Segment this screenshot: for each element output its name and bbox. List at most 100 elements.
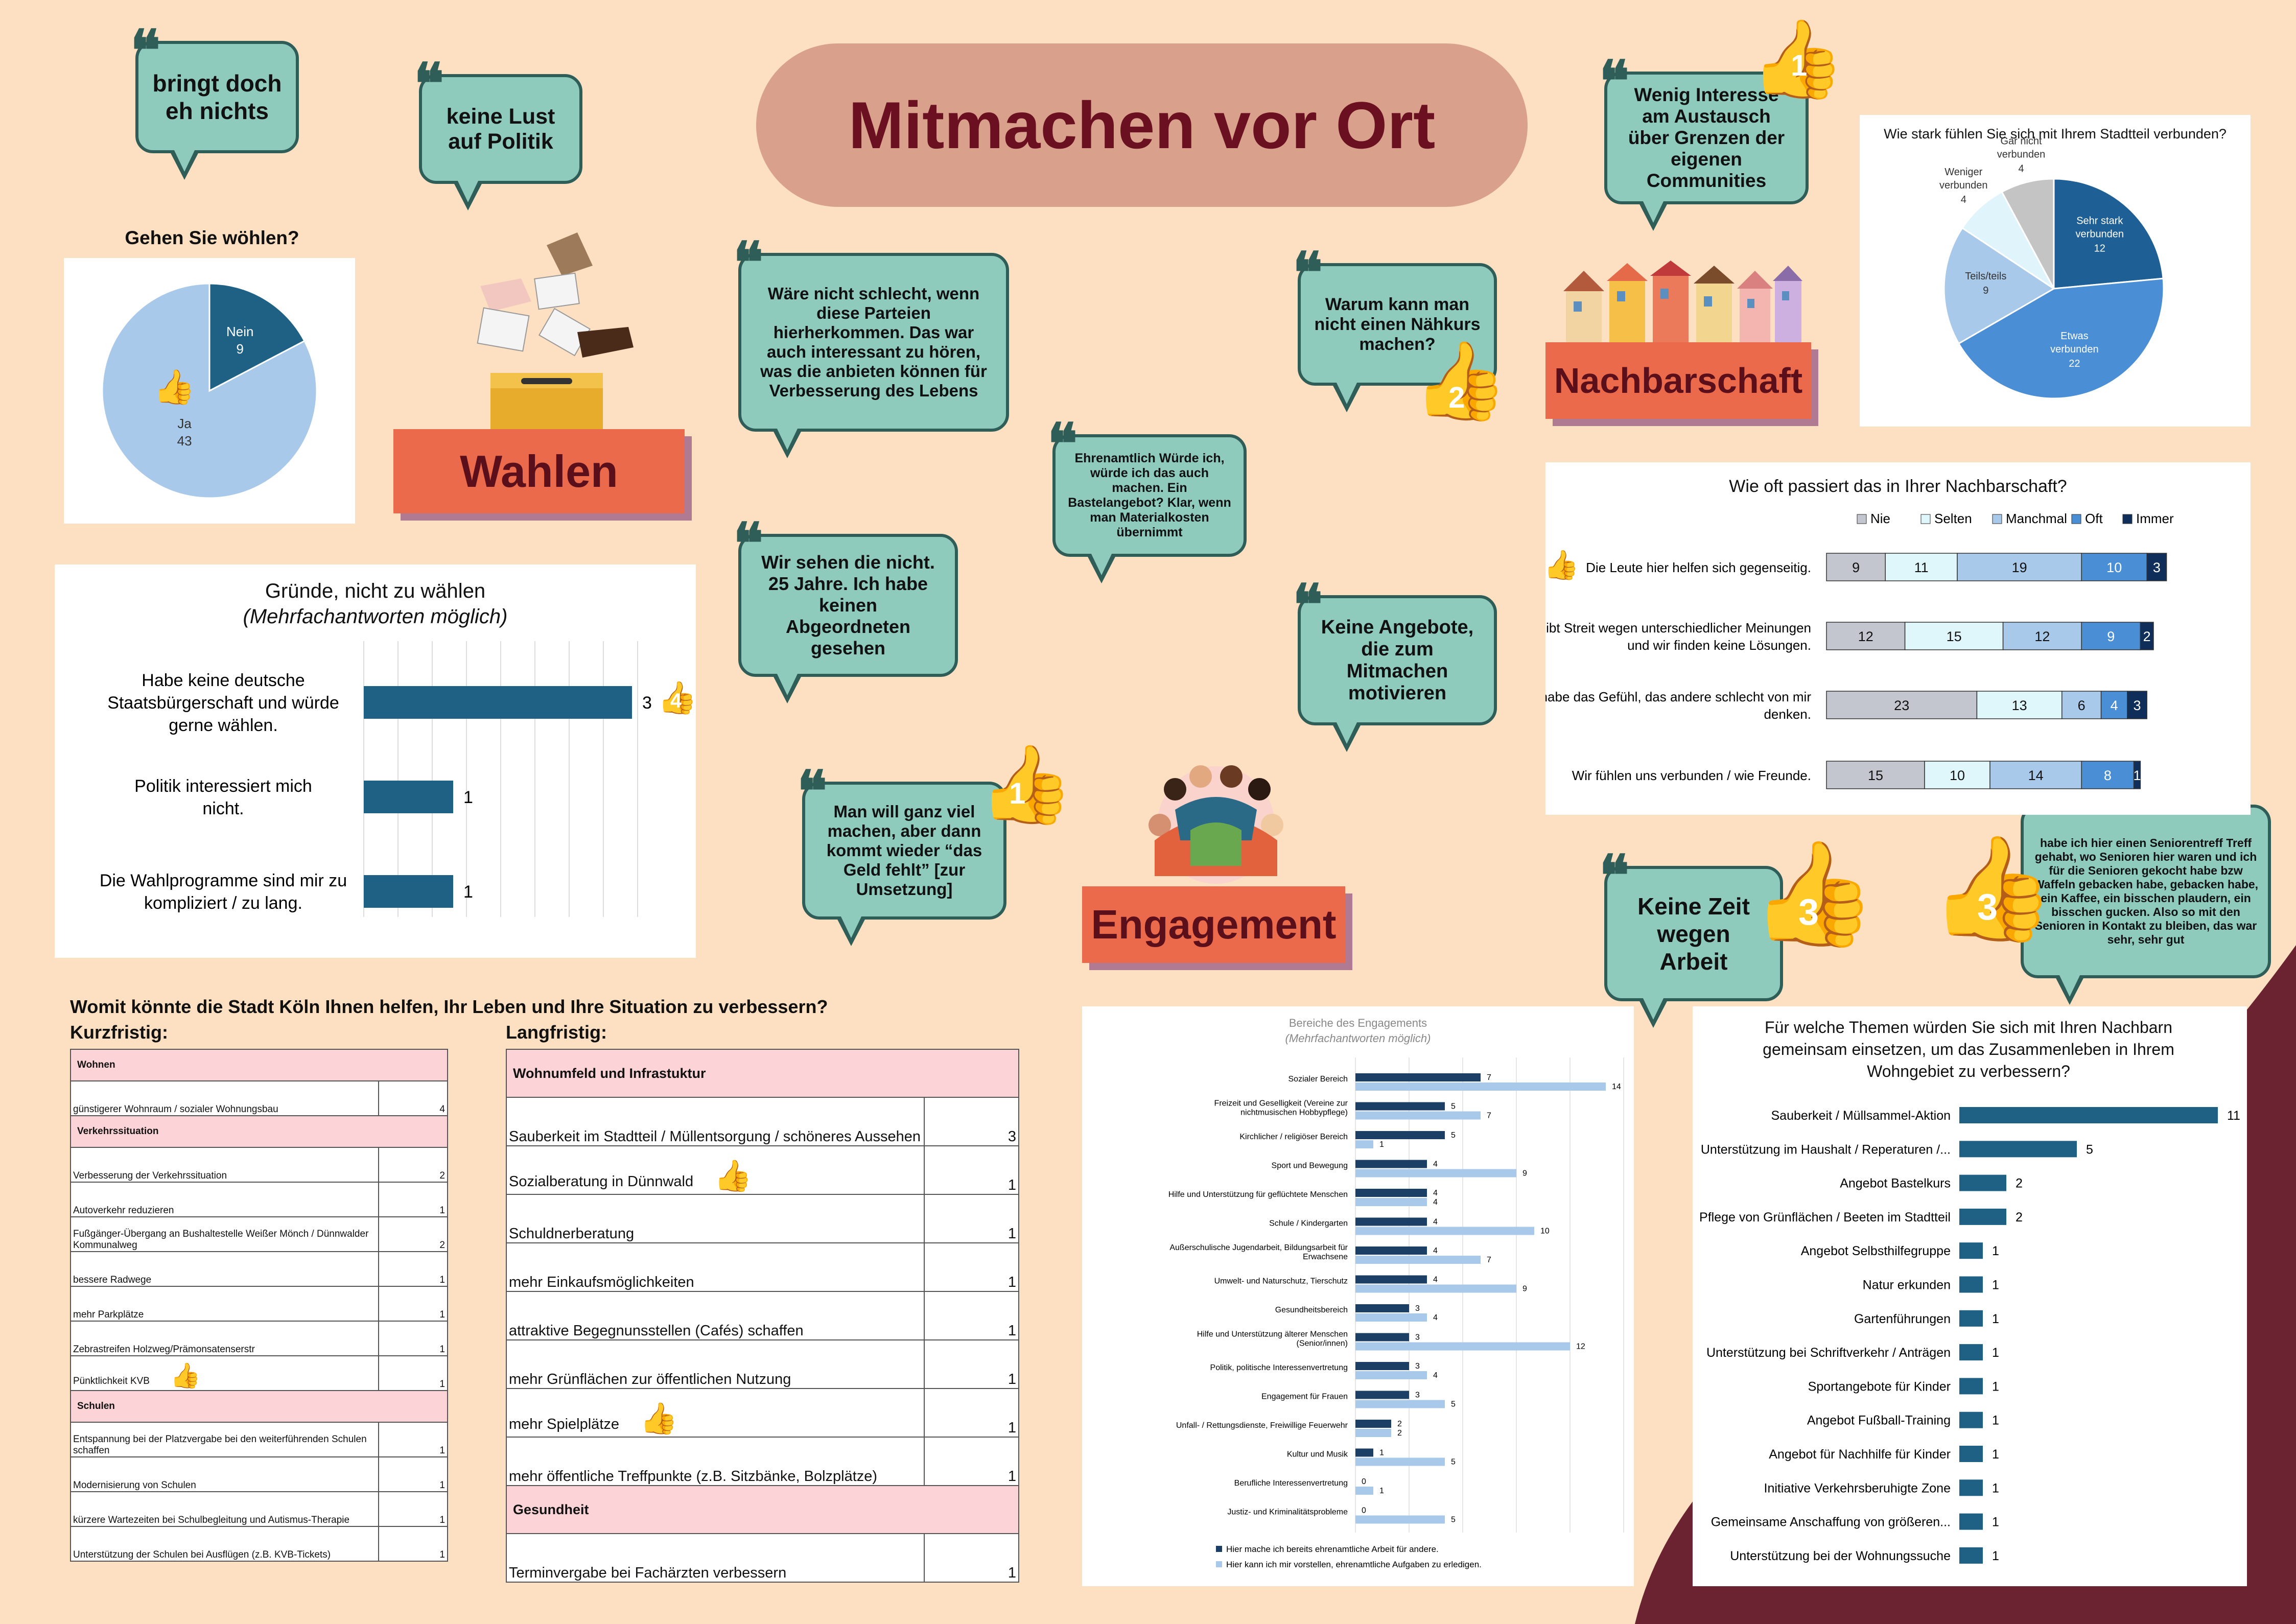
table-row: Schuldnerberatung 1 [506, 1194, 1019, 1243]
category-label: Freizeit und Geselligkeit (Vereine zur ni… [1214, 1099, 1348, 1117]
thumb-count: 1 [1791, 49, 1808, 82]
quote-text: Wenig Interesse am Austausch über Grenze… [1628, 84, 1785, 191]
data-label: 4 [1433, 1218, 1438, 1227]
category-label: Gartenführungen [1854, 1312, 1951, 1326]
data-label: 5 [1451, 1102, 1456, 1111]
bar [1355, 1420, 1391, 1428]
bar [1355, 1448, 1373, 1457]
category-label: Die Leute hier helfen sich gegenseitig. [1586, 560, 1811, 575]
bar [1355, 1313, 1427, 1322]
engagement-subtitle: (Mehrfachantworten möglich) [1285, 1032, 1431, 1045]
row-label: mehr Einkaufsmöglichkeiten [509, 1274, 694, 1290]
bar-segment [1826, 691, 1978, 719]
category-label: Pflege von Grünflächen / Beeten im Stadt… [1699, 1210, 1951, 1225]
bar [1355, 1333, 1409, 1341]
table-row: Sauberkeit im Stadtteil / Müllentsorgung… [506, 1097, 1019, 1146]
nachbarschaft-chart: Nie Selten Manchmal Oft Immer Die Leute hier … [1519, 511, 2174, 789]
data-label: 1 [463, 788, 473, 807]
legend-swatch [1216, 1546, 1222, 1552]
row-text: Autoverkehr reduzieren [70, 1182, 379, 1217]
data-label: 1 [1379, 1449, 1384, 1457]
help-kurz-table: Wohnen günstigerer Wohnraum / sozialer Wo… [70, 1049, 448, 1562]
pie-slice [208, 283, 306, 392]
quote-bubble: ❝ bringt doch eh nichts [130, 22, 299, 180]
data-label: 11 [2227, 1109, 2240, 1123]
verbunden-chart: Sehr stark verbunden 12 Etwas verbunden 22 Tei… [1939, 136, 2165, 399]
data-label: 4 [2111, 698, 2118, 713]
category-label: Es gibt Streit wegen unterschiedlicher M… [1545, 620, 1811, 653]
slice-label: Teils/teils [1965, 271, 2006, 282]
data-label: 0 [1362, 1477, 1366, 1486]
pie-slice [2001, 178, 2055, 289]
row-count: 1 [924, 1194, 1019, 1243]
bar [1959, 1378, 1983, 1395]
data-label: 1 [1992, 1312, 1999, 1326]
data-label: 13 [2012, 698, 2027, 713]
row-label: Schuldnerberatung [509, 1226, 635, 1242]
data-label: 4 [1433, 1313, 1438, 1322]
data-label: 8 [2104, 768, 2112, 783]
bar [1355, 1198, 1427, 1206]
thumb-count: 4 [670, 690, 682, 712]
row-text: bessere Radwege [70, 1251, 379, 1287]
bar [1355, 1227, 1534, 1235]
bar [1959, 1446, 1983, 1462]
quote-text: Keine Angebote, die zum Mitmachen motivi… [1321, 616, 1474, 704]
bar-segment [2140, 622, 2154, 650]
data-label: 0 [1362, 1507, 1366, 1515]
quote-text: Wir sehen die nicht. 25 Jahre. Ich habe … [761, 552, 935, 658]
quote-text: keine Lust auf Politik [446, 104, 555, 154]
quote-bubble: ❝ Wäre nicht schlecht, wenn diese Parteie… [733, 234, 1009, 458]
category-label: Angebot Fußball-Training [1807, 1414, 1951, 1428]
row-label: Sozialberatung in Dünnwald [509, 1173, 694, 1190]
data-label: 3 [1415, 1333, 1420, 1342]
bar [1355, 1457, 1445, 1466]
category-label: Berufliche Interessenvertretung [1234, 1479, 1348, 1488]
bar [1959, 1513, 1983, 1530]
bar [1355, 1304, 1409, 1312]
row-text: Sozialberatung in Dünnwald 👍 [506, 1145, 925, 1195]
legend-swatch [1920, 514, 1931, 524]
thumbs-up-icon: 👍 [1413, 338, 1508, 423]
quote-text: Wäre nicht schlecht, wenn diese Parteien… [760, 284, 987, 400]
bar-segment [1924, 761, 1990, 789]
bar [1959, 1141, 2077, 1158]
row-text: günstigerer Wohnraum / sozialer Wohnungs… [70, 1080, 379, 1116]
row-label: Unterstützung der Schulen bei Ausflügen … [73, 1549, 331, 1560]
category-label: Politik, politische Interessenvertretung [1210, 1363, 1348, 1372]
bar [1355, 1217, 1427, 1226]
engagement-title: Bereiche des Engagements [1288, 1017, 1427, 1029]
slice-value: 4 [1961, 194, 1966, 205]
row-count: 1 [924, 1339, 1019, 1389]
row-text: Unterstützung der Schulen bei Ausflügen … [70, 1526, 379, 1562]
data-label: 1 [1379, 1140, 1384, 1149]
data-label: 3 [1415, 1362, 1420, 1371]
themen-chart: Sauberkeit / Müllsammel-Aktion 11Unterstü… [1699, 1107, 2240, 1564]
table-header-row: Wohnumfeld und Infrastuktur [506, 1049, 1019, 1098]
nachbarschaft-panel: Wie oft passiert das in Ihrer Nachbarsch… [1519, 462, 2251, 815]
category-label: Die Wahlprogramme sind mir zu kompliziert… [100, 871, 347, 913]
bar [364, 686, 632, 719]
table-row: Terminvergabe bei Fachärzten verbessern 1 [506, 1533, 1019, 1583]
bar-segment [1976, 691, 2063, 719]
themen-title: Für welche Themen würden Sie sich mit Ih… [1763, 1018, 2174, 1081]
table-row: Modernisierung von Schulen 1 [70, 1456, 448, 1492]
category-label: Angebot für Nachhilfe für Kinder [1769, 1447, 1951, 1462]
section-header: Wohnen [70, 1049, 448, 1081]
data-label: 1 [1992, 1244, 1999, 1258]
row-label: Modernisierung von Schulen [73, 1480, 196, 1491]
category-label: Habe keine deutsche Staatsbürgerschaft un… [107, 671, 339, 735]
table-row: Sozialberatung in Dünnwald 👍 1 [506, 1145, 1019, 1195]
thumbs-up-icon: 👍 [640, 1401, 678, 1435]
category-label: Engagement für Frauen [1261, 1393, 1348, 1401]
nachbarschaft-title: Wie oft passiert das in Ihrer Nachbarsch… [1729, 477, 2067, 496]
legend-label: Hier mache ich bereits ehrenamtliche Arb… [1226, 1544, 1439, 1554]
legend-swatch [2071, 514, 2081, 524]
data-label: 10 [2106, 560, 2122, 575]
bar [1355, 1256, 1481, 1264]
bar-segment [1989, 761, 2082, 789]
bar [1355, 1284, 1516, 1293]
community-illustration [1149, 765, 1283, 884]
quote-bubble: ❝ keine Lust auf Politik [414, 56, 582, 210]
